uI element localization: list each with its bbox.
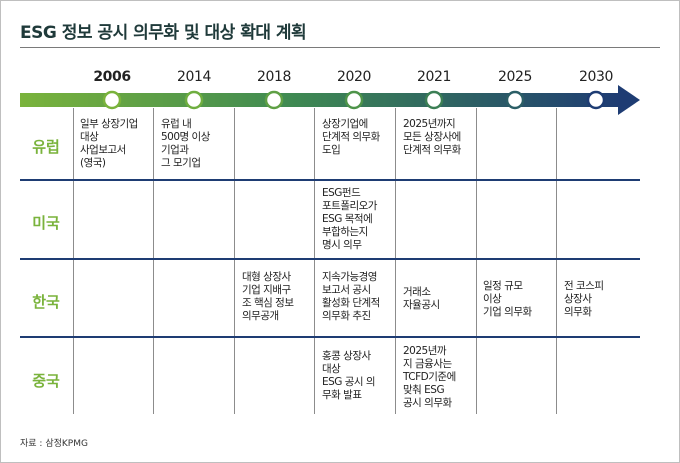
timeline-node-2025 (505, 90, 525, 110)
cell-eu-2014: 유럽 내 500명 이상 기업과 그 모기업 (161, 118, 210, 169)
year-label-2006: 2006 (93, 69, 131, 85)
cell-kr-2020: 지속가능경영 보고서 공시 활성화 단계적 의무화 추진 (322, 271, 380, 322)
region-label-us: 미국 (32, 214, 60, 232)
title-divider (20, 47, 660, 48)
region-label-eu: 유럽 (32, 138, 60, 156)
timeline-node-2018 (264, 90, 284, 110)
cell-kr-2025: 일정 규모 이상 기업 의무화 (483, 280, 532, 318)
cell-cn-2021: 2025년까 지 금융사는 TCFD기준에 맞춰 ESG 공시 의무화 (403, 345, 456, 409)
timeline-node-2020 (344, 90, 364, 110)
cell-us-2020: ESG펀드 포트폴리오가 ESG 목적에 부합하는지 명시 의무 (322, 187, 377, 251)
row-divider (20, 258, 640, 260)
timeline-node-2030 (586, 90, 606, 110)
row-divider (20, 179, 640, 181)
figure-title: ESG 정보 공시 의무화 및 대상 확대 계획 (20, 23, 307, 43)
cell-eu-2020: 상장기업에 단계적 의무화 도입 (322, 118, 380, 156)
timeline-node-2006 (102, 90, 122, 110)
year-label-2020: 2020 (336, 69, 372, 85)
region-label-kr: 한국 (32, 293, 60, 311)
timeline-bar (20, 93, 620, 107)
year-label-2018: 2018 (256, 69, 292, 85)
column-divider (395, 108, 396, 414)
column-divider (556, 108, 557, 414)
year-label-2021: 2021 (416, 69, 452, 85)
column-divider (234, 108, 235, 414)
cell-eu-2006: 일부 상장기업 대상 사업보고서 (영국) (80, 118, 138, 169)
cell-kr-2030: 전 코스피 상장사 의무화 (564, 280, 604, 318)
column-divider (476, 108, 477, 414)
cell-kr-2021: 거래소 자율공시 (403, 286, 440, 311)
cell-eu-2021: 2025년까지 모든 상장사에 단계적 의무화 (403, 118, 461, 156)
region-label-cn: 중국 (32, 372, 60, 390)
cell-cn-2020: 홍콩 상장사 대상 ESG 공시 의 무화 발표 (322, 350, 376, 401)
year-label-2014: 2014 (176, 69, 212, 85)
row-divider (20, 336, 640, 338)
cell-kr-2018: 대형 상장사 기업 지배구 조 핵심 정보 의무공개 (242, 271, 294, 322)
column-divider (73, 108, 74, 414)
timeline-arrowhead (618, 85, 640, 115)
year-label-2030: 2030 (578, 69, 614, 85)
timeline-node-2014 (184, 90, 204, 110)
year-label-2025: 2025 (497, 69, 533, 85)
column-divider (314, 108, 315, 414)
source-note: 자료 : 삼정KPMG (20, 439, 88, 449)
column-divider (153, 108, 154, 414)
timeline-node-2021 (424, 90, 444, 110)
timeline-arrow (20, 85, 640, 115)
